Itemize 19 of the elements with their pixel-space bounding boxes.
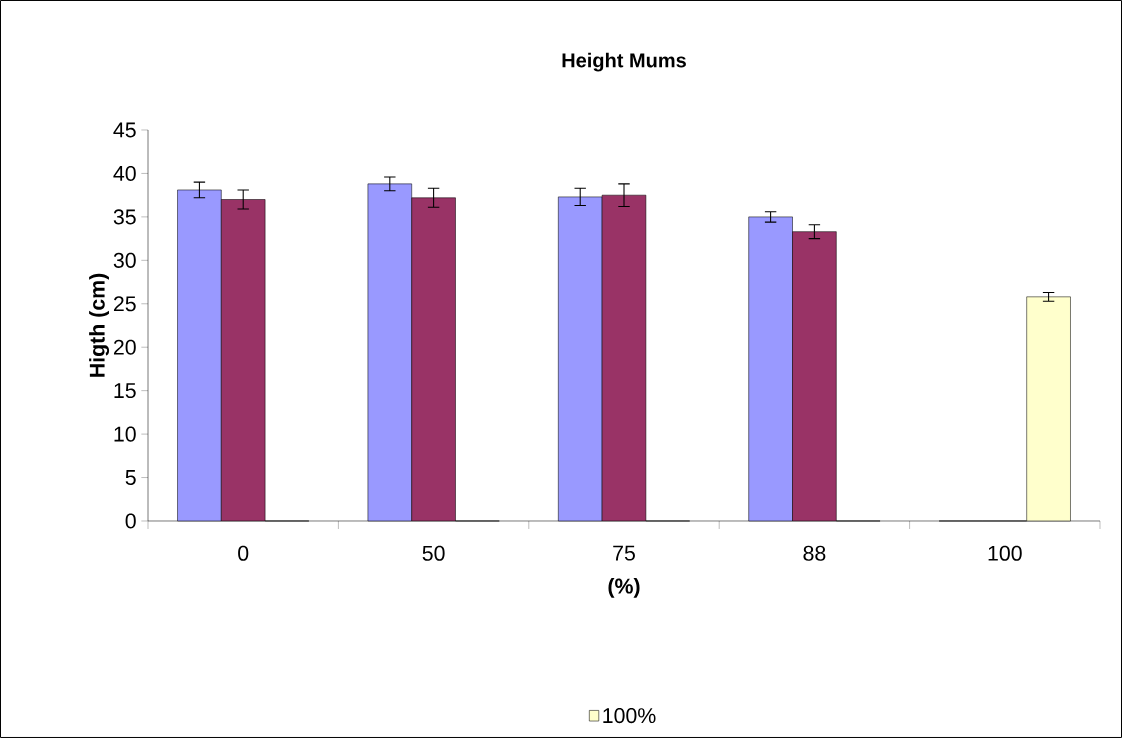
- x-axis-title: (%): [608, 577, 640, 598]
- y-tick-label: 35: [113, 209, 136, 225]
- x-tick-label: 50: [422, 545, 445, 561]
- y-tick-label: 5: [125, 470, 136, 485]
- y-tick-label: 30: [113, 252, 136, 268]
- x-tick-label: 88: [803, 545, 826, 561]
- y-tick-label: 40: [113, 165, 136, 181]
- y-tick-label: 15: [114, 383, 136, 399]
- y-tick-label: 25: [113, 296, 136, 312]
- y-tick-label: 10: [114, 426, 136, 442]
- y-tick-label: 45: [113, 122, 136, 138]
- x-tick-label: 0: [238, 545, 249, 561]
- x-tick-label: 100: [988, 545, 1022, 561]
- y-axis-title: Higth (cm): [89, 273, 110, 377]
- y-tick-label: 20: [113, 339, 136, 355]
- x-tick-label: 75: [613, 545, 635, 561]
- chart-title: Height Mums: [562, 52, 686, 72]
- legend-label: 100%: [603, 708, 656, 724]
- y-tick-label: 0: [125, 513, 136, 529]
